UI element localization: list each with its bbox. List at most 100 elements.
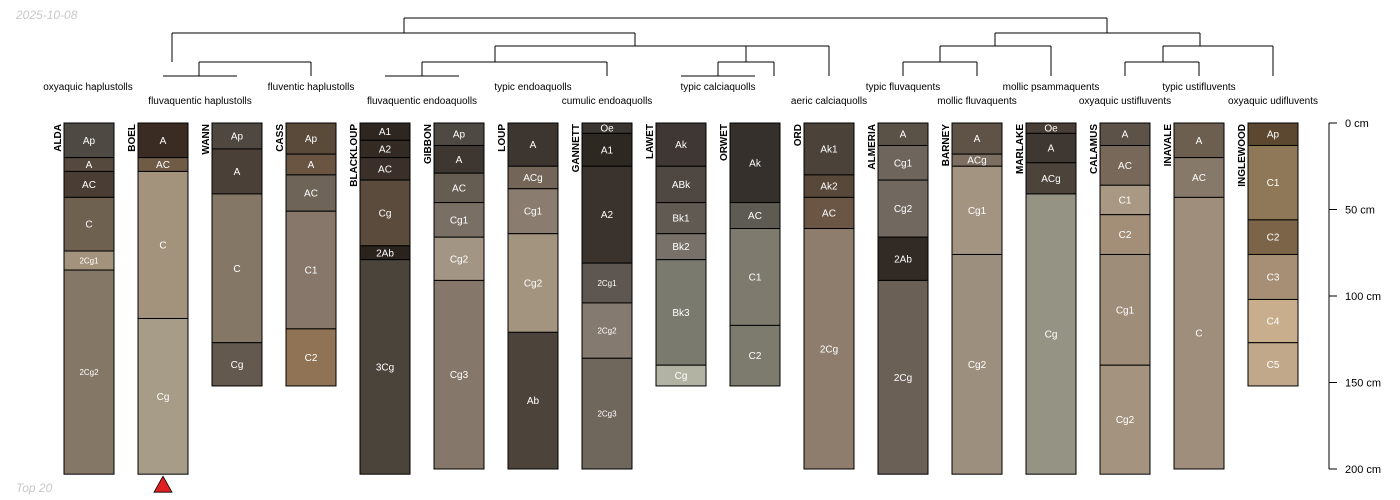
horizon-barney-a <box>951 122 1003 155</box>
horizon-wann-c <box>211 193 263 344</box>
horizon-label: Cg2 <box>450 254 469 265</box>
horizon-label: A <box>530 140 537 151</box>
horizon-label: Cg <box>1045 330 1058 341</box>
horizon-ord-2cg <box>803 228 855 470</box>
horizon-label: 3Cg <box>376 362 394 373</box>
horizon-label: 2Cg2 <box>79 368 99 377</box>
horizon-label: Cg1 <box>450 215 469 226</box>
horizon-blackloup-3cg <box>359 259 411 475</box>
subgroup-label: mollic psammaquents <box>1003 82 1100 93</box>
horizon-label: AC <box>748 211 762 222</box>
horizon-label: A2 <box>379 144 392 155</box>
horizon-label: AC <box>822 208 836 219</box>
horizon-label: C2 <box>1119 230 1132 241</box>
horizon-gannett-2cg1 <box>581 262 633 304</box>
horizon-cass-c2 <box>285 328 337 387</box>
horizon-label: Bk1 <box>672 214 690 225</box>
horizon-label: C3 <box>1267 272 1280 283</box>
horizon-label: C2 <box>1267 233 1280 244</box>
horizon-label: Ap <box>305 134 318 145</box>
horizon-label: 2Cg1 <box>79 256 99 265</box>
profile-name: ALDA <box>53 124 64 152</box>
horizon-gannett-2cg2 <box>581 302 633 359</box>
horizon-label: C <box>233 264 240 275</box>
horizon-label: A2 <box>601 210 614 221</box>
profile-blackloup: A1 A2 AC Cg 2Ab 3Cg BLACKLOUP <box>349 122 411 475</box>
horizon-label: A <box>1196 136 1203 147</box>
horizon-label: Cg2 <box>524 279 543 290</box>
horizon-label: 2Cg3 <box>597 409 617 418</box>
horizon-label: AC <box>304 189 318 200</box>
horizon-almeria-2cg <box>877 279 929 475</box>
horizon-gannett-a1 <box>581 132 633 167</box>
subgroup-label: oxyaquic haplustolls <box>43 82 133 93</box>
horizon-alda-2cg2 <box>63 269 115 475</box>
axis-tick-label: 50 cm <box>1345 205 1375 217</box>
horizon-label: Ap <box>453 130 466 141</box>
horizon-loup-a <box>507 122 559 167</box>
profile-name: INAVALE <box>1163 124 1174 167</box>
horizon-label: ACg <box>1041 174 1060 185</box>
profile-gibbon: Ap A AC Cg1 Cg2 Cg3 GIBBON <box>423 122 485 470</box>
subgroup-label: fluvaquentic haplustolls <box>148 96 251 107</box>
horizon-label: Ak1 <box>820 144 838 155</box>
horizon-label: A <box>974 134 981 145</box>
horizon-lawet-ak <box>655 122 707 167</box>
horizon-label: A1 <box>601 145 614 156</box>
horizon-label: ABk <box>672 180 691 191</box>
horizon-inglewood-c5 <box>1247 342 1299 387</box>
profile-lawet: Ak ABk Bk1 Bk2 Bk3 Cg LAWET <box>645 122 707 387</box>
horizon-label: AC <box>452 183 466 194</box>
horizon-label: A <box>1048 144 1055 155</box>
horizon-calamus-ac <box>1099 144 1151 186</box>
horizon-inglewood-c1 <box>1247 144 1299 221</box>
horizon-calamus-c1 <box>1099 184 1151 216</box>
horizon-label: Cg <box>379 208 392 219</box>
horizon-label: C2 <box>305 353 318 364</box>
horizon-label: AC <box>1192 173 1206 184</box>
horizon-gannett-a2 <box>581 165 633 264</box>
horizon-label: AC <box>156 160 170 171</box>
horizon-label: C <box>85 220 92 231</box>
horizon-label: Bk3 <box>672 308 690 319</box>
horizon-label: Ap <box>1267 130 1280 141</box>
dendrogram <box>163 17 1274 77</box>
horizon-label: Cg <box>157 392 170 403</box>
horizon-lawet-cg <box>655 364 707 387</box>
horizon-label: Cg1 <box>968 206 987 217</box>
horizon-label: Cg2 <box>1116 415 1135 426</box>
horizon-orwet-c2 <box>729 324 781 387</box>
horizon-label: A <box>234 167 241 178</box>
subgroup-label: typic endoaquolls <box>494 82 571 93</box>
horizon-label: Oe <box>1044 124 1058 135</box>
profile-barney: A ACg Cg1 Cg2 BARNEY <box>941 122 1003 475</box>
horizon-label: AC <box>1118 161 1132 172</box>
profile-loup: A ACg Cg1 Cg2 Ab LOUP <box>497 122 559 470</box>
horizon-label: Ap <box>231 131 244 142</box>
profile-marlake: Oe A ACg Cg MARLAKE <box>1015 122 1077 475</box>
profile-name: MARLAKE <box>1015 124 1026 174</box>
horizon-blackloup-cg <box>359 179 411 247</box>
horizon-label: C1 <box>1267 178 1280 189</box>
horizon-gibbon-cg3 <box>433 279 485 470</box>
subgroup-label: typic ustifluvents <box>1162 82 1235 93</box>
horizon-orwet-ak <box>729 122 781 204</box>
horizon-label: A <box>160 136 167 147</box>
profile-almeria: A Cg1 Cg2 2Ab 2Cg ALMERIA <box>867 122 929 475</box>
profile-gannett: Oe A1 A2 2Cg1 2Cg2 2Cg3 GANNETT <box>571 122 633 470</box>
profile-name: GIBBON <box>423 124 434 164</box>
horizon-label: 2Cg1 <box>597 279 617 288</box>
profile-name: CASS <box>275 124 286 152</box>
horizon-label: Ap <box>83 136 96 147</box>
horizon-label: A <box>1122 130 1129 141</box>
profile-name: ORWET <box>719 124 730 161</box>
horizon-label: Ak <box>675 140 688 151</box>
horizon-boel-c <box>137 170 189 319</box>
horizon-gannett-2cg3 <box>581 357 633 470</box>
horizon-label: Ab <box>527 396 540 407</box>
horizon-boel-cg <box>137 317 189 475</box>
axis-tick-label: 200 cm <box>1345 464 1381 476</box>
footer-caption: Top 20 <box>16 481 53 495</box>
horizon-wann-ap <box>211 122 263 150</box>
axis-tick-label: 150 cm <box>1345 378 1381 390</box>
